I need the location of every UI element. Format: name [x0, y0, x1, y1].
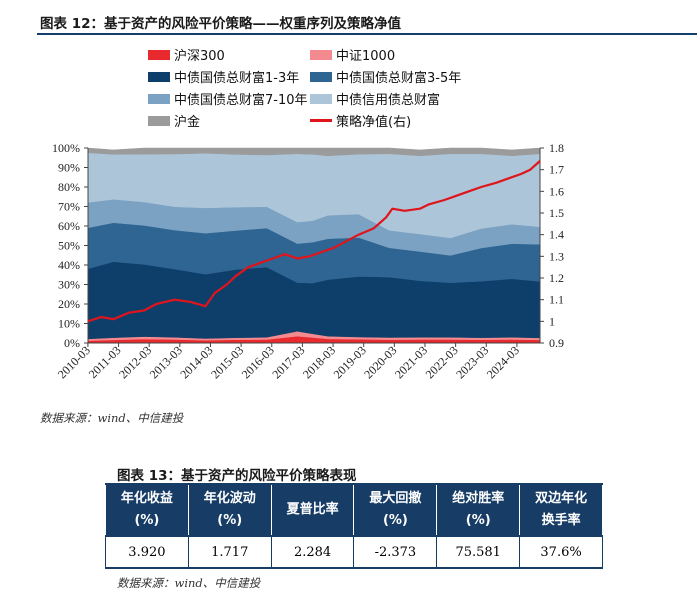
legend-item-hs300: 沪深300: [148, 45, 225, 64]
legend-swatch-gov-3-5: [310, 71, 332, 82]
header-turnover: 双边年化 换手率: [519, 483, 603, 537]
right-tick-label: 1: [549, 314, 555, 328]
legend-swatch-gold: [148, 115, 170, 126]
left-tick-label: 100%: [52, 141, 80, 155]
header-annual-return: 年化收益 (%): [105, 483, 189, 537]
left-tick-label: 40%: [58, 258, 80, 272]
header-annual-volatility: 年化波动 (%): [187, 483, 272, 537]
x-axis: 2010-032011-032012-032013-032014-032015-…: [55, 342, 540, 381]
legend-item-nav: 策略净值(右): [310, 111, 411, 130]
x-tick-label: 2016-03: [239, 343, 277, 381]
right-tick-label: 1.4: [549, 228, 564, 242]
legend-swatch-hs300: [148, 49, 170, 60]
legend-label-credit: 中债信用债总财富: [336, 93, 441, 108]
left-tick-label: 20%: [58, 297, 80, 311]
legend-label-zz1000: 中证1000: [336, 49, 396, 64]
right-tick-label: 1.3: [549, 249, 564, 263]
legend-label-gov-1-3: 中债国债总财富1-3年: [174, 71, 300, 86]
right-tick-label: 0.9: [549, 336, 564, 350]
performance-table: 年化收益 (%) 年化波动 (%) 夏普比率 最大回撤 (%) 绝对胜率 (%) 双边年…: [105, 483, 603, 569]
legend-item-zz1000: 中证1000: [310, 45, 395, 64]
left-tick-label: 90%: [58, 161, 80, 175]
legend-item-credit: 中债信用债总财富: [310, 89, 440, 108]
right-tick-label: 1.5: [549, 206, 564, 220]
header-max-drawdown: 最大回撤 (%): [353, 483, 438, 537]
legend-label-gold: 沪金: [174, 115, 201, 130]
x-tick-label: 2013-03: [147, 343, 185, 381]
legend-swatch-gov-1-3: [148, 71, 170, 82]
x-tick-label: 2021-03: [392, 343, 430, 381]
x-tick-label: 2022-03: [423, 343, 461, 381]
table-source-note: 数据来源：wind、中信建投: [117, 576, 261, 590]
legend-swatch-nav: [310, 119, 332, 122]
left-tick-label: 80%: [58, 180, 80, 194]
right-tick-label: 1.2: [549, 271, 564, 285]
left-tick-label: 30%: [58, 278, 80, 292]
left-tick-label: 10%: [58, 317, 80, 331]
cell-turnover: 37.6%: [519, 535, 603, 569]
stacked-areas: [87, 147, 541, 344]
right-tick-label: 1.6: [549, 184, 564, 198]
legend-swatch-zz1000: [310, 49, 332, 60]
right-tick-label: 1.7: [549, 163, 564, 177]
header-win-rate: 绝对胜率 (%): [436, 483, 521, 537]
legend-label-gov-3-5: 中债国债总财富3-5年: [336, 71, 462, 86]
x-tick-label: 2011-03: [86, 343, 124, 381]
legend-label-gov-7-10: 中债国债总财富7-10年: [174, 93, 308, 108]
legend-item-gold: 沪金: [148, 111, 200, 130]
legend-item-gov-3-5: 中债国债总财富3-5年: [310, 67, 461, 86]
cell-win-rate: 75.581: [436, 535, 521, 569]
legend-label-nav: 策略净值(右): [336, 115, 412, 130]
figure-title: 图表 12：基于资产的风险平价策略——权重序列及策略净值: [40, 16, 401, 32]
right-axis: 0.9 1 1.1 1.2 1.3 1.4 1.5 1.6 1.7 1.8: [539, 141, 564, 350]
cell-sharpe: 2.284: [270, 535, 355, 569]
weights-chart: 0% 10% 20% 30% 40% 50% 60% 70% 80% 90% 100% 0.9 1 1.…: [52, 141, 564, 381]
cell-annual-return: 3.920: [105, 535, 189, 569]
x-tick-label: 2012-03: [116, 343, 154, 381]
x-tick-label: 2019-03: [331, 343, 369, 381]
left-tick-label: 50%: [58, 239, 80, 253]
x-tick-label: 2020-03: [361, 343, 399, 381]
x-tick-label: 2015-03: [208, 343, 246, 381]
left-tick-label: 70%: [58, 200, 80, 214]
right-tick-label: 1.8: [549, 141, 564, 155]
legend-swatch-credit: [310, 93, 332, 104]
legend-item-gov-7-10: 中债国债总财富7-10年: [148, 89, 308, 108]
x-tick-label: 2023-03: [453, 343, 491, 381]
chart-source-note: 数据来源：wind、中信建投: [40, 411, 184, 425]
nav-line: [87, 160, 541, 323]
x-tick-label: 2014-03: [177, 343, 215, 381]
table-title: 图表 13：基于资产的风险平价策略表现: [117, 468, 357, 484]
cell-max-drawdown: -2.373: [353, 535, 438, 569]
legend-label-hs300: 沪深300: [174, 49, 225, 64]
header-sharpe: 夏普比率: [270, 483, 355, 537]
title-rule: [37, 33, 697, 35]
left-tick-label: 60%: [58, 219, 80, 233]
x-tick-label: 2024-03: [484, 343, 522, 381]
legend-item-gov-1-3: 中债国债总财富1-3年: [148, 67, 299, 86]
right-tick-label: 1.1: [549, 293, 564, 307]
table-header-row: 年化收益 (%) 年化波动 (%) 夏普比率 最大回撤 (%) 绝对胜率 (%) 双边年…: [105, 483, 603, 537]
left-tick-label: 0%: [64, 336, 80, 350]
cell-annual-volatility: 1.717: [187, 535, 272, 569]
x-tick-label: 2018-03: [300, 343, 338, 381]
left-axis: 0% 10% 20% 30% 40% 50% 60% 70% 80% 90% 100%: [52, 141, 89, 350]
legend-swatch-gov-7-10: [148, 93, 170, 104]
x-tick-label: 2017-03: [269, 343, 307, 381]
table-row: 3.920 1.717 2.284 -2.373 75.581 37.6%: [105, 535, 603, 569]
nav-line-group: [87, 160, 541, 323]
